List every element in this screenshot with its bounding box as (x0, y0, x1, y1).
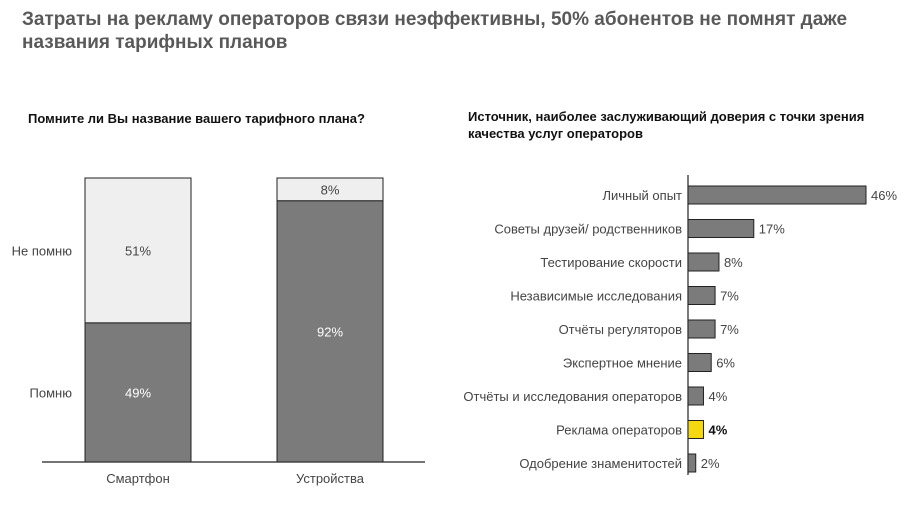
left-chart-title: Помните ли Вы название вашего тарифного … (28, 111, 365, 126)
bar-segment (276, 177, 384, 202)
page-title: Затраты на рекламу операторов связи неэф… (22, 9, 848, 53)
data-label: 8% (321, 182, 340, 197)
data-label: 17% (759, 222, 785, 237)
data-label: 4% (708, 389, 727, 404)
category-label: Устройства (296, 471, 365, 486)
category-label: Отчёты регуляторов (559, 322, 683, 337)
data-label: 2% (701, 456, 720, 471)
data-label: 51% (125, 243, 151, 258)
data-label: 4% (708, 423, 727, 438)
right-chart-title: Источник, наиболее заслуживающий доверия… (468, 109, 865, 141)
data-label: 8% (724, 255, 743, 270)
bar (687, 252, 720, 272)
category-label: Личный опыт (602, 188, 682, 203)
horizontal-bar-chart: Личный опыт 46% Советы друзей/ родственник… (463, 175, 897, 475)
data-label: 6% (716, 356, 735, 371)
bar (687, 386, 704, 406)
category-label: Отчёты и исследования операторов (463, 389, 682, 404)
bar-segment (84, 177, 192, 324)
category-label: Тестирование скорости (540, 255, 682, 270)
category-label: Экспертное мнение (563, 356, 682, 371)
category-label: Реклама операторов (556, 423, 682, 438)
stacked-bar-chart: 49% 51% Смартфон 92% 8% Устройства Помню Не пом… (12, 177, 425, 486)
bar (687, 219, 755, 238)
bar-segment (276, 200, 384, 463)
category-label: Советы друзей/ родственников (494, 222, 682, 237)
category-label: Одобрение знаменитостей (519, 456, 682, 471)
data-label: 49% (125, 385, 151, 400)
bar (687, 353, 712, 372)
category-label: Смартфон (106, 471, 170, 486)
bar-segment (84, 322, 192, 463)
category-label: Независимые исследования (510, 289, 682, 304)
data-label: 92% (317, 324, 343, 339)
bar (687, 185, 867, 205)
data-label: 46% (871, 188, 897, 203)
series-label: Помню (30, 385, 73, 400)
bar (687, 286, 716, 305)
bar (687, 319, 716, 339)
series-label: Не помню (12, 243, 73, 258)
bar (687, 420, 704, 439)
data-label: 7% (720, 322, 739, 337)
data-label: 7% (720, 289, 739, 304)
bar (687, 453, 697, 473)
